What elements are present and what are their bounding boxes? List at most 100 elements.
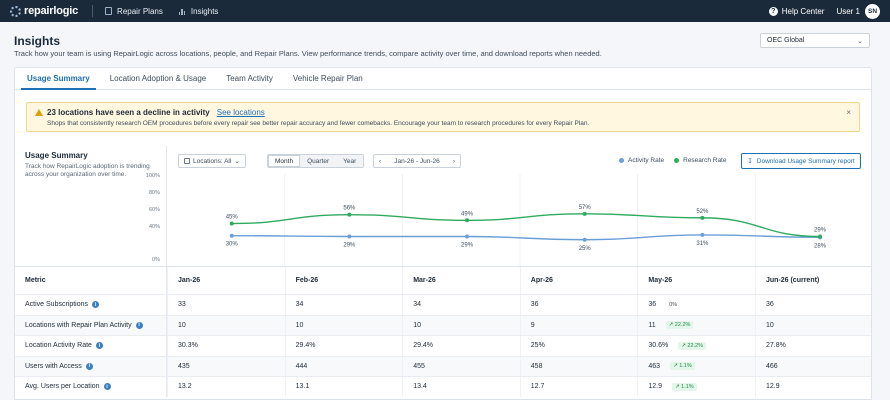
series-line-activity-rate xyxy=(231,234,821,241)
info-icon[interactable]: i xyxy=(92,301,100,309)
table-cell: 12.9 xyxy=(754,377,871,397)
metric-label: Locations with Repair Plan Activity xyxy=(25,321,132,329)
metric-cell: Active Subscriptions i xyxy=(15,295,167,315)
period-year-button[interactable]: Year xyxy=(336,155,364,167)
summary-description: Track how RepairLogic adoption is trendi… xyxy=(25,163,150,179)
table-cell: 12.7 xyxy=(519,377,638,397)
cell-value: 466 xyxy=(765,362,778,370)
data-label: 29% xyxy=(461,243,474,249)
legend-label: Activity Rate xyxy=(628,157,665,164)
period-quarter-button[interactable]: Quarter xyxy=(300,155,337,167)
cell-value: 458 xyxy=(530,362,543,370)
data-point[interactable] xyxy=(229,233,234,238)
download-report-button[interactable]: ↧ Download Usage Summary report xyxy=(741,153,861,169)
cell-value: 12.9 xyxy=(765,383,780,391)
data-point[interactable] xyxy=(229,221,234,226)
metric-label: Active Subscriptions xyxy=(25,301,89,309)
period-month-button[interactable]: Month xyxy=(268,155,301,167)
table-cell: 29.4% xyxy=(284,336,403,356)
data-point[interactable] xyxy=(347,234,352,239)
cell-value: 11 xyxy=(648,321,656,329)
data-point[interactable] xyxy=(465,234,470,239)
data-point[interactable] xyxy=(700,215,705,220)
y-tick-label: 40% xyxy=(148,224,160,230)
column-header: Jan-26 xyxy=(167,267,285,294)
user-menu[interactable]: User 1 SN xyxy=(836,3,880,19)
repairlogic-logo[interactable]: repairlogic xyxy=(10,5,78,17)
help-center-link[interactable]: ? Help Center xyxy=(768,6,824,16)
table-row: Users with Access i 435 444 455 458 463 ↗ 1.1% 4… xyxy=(15,355,871,376)
legend-research-rate: Research Rate xyxy=(674,157,726,164)
cell-value: 435 xyxy=(178,362,190,370)
data-point[interactable] xyxy=(582,211,587,216)
cell-value: 10 xyxy=(413,321,421,329)
tab-location-adoption[interactable]: Location Adoption & Usage xyxy=(109,74,207,83)
insights-card: Usage Summary Location Adoption & Usage … xyxy=(14,67,872,400)
trend-badge: ↗ 1.1% xyxy=(670,362,695,371)
avatar: SN xyxy=(865,3,880,19)
chevron-right-icon[interactable]: › xyxy=(452,157,455,165)
chevron-down-icon: ⌄ xyxy=(857,37,863,45)
cell-value: 29.4% xyxy=(413,342,434,350)
table-cell: 10 xyxy=(402,315,520,335)
organization-select[interactable]: OEC Global ⌄ xyxy=(760,33,870,48)
column-header: Feb-26 xyxy=(284,267,403,294)
tab-team-activity[interactable]: Team Activity xyxy=(226,74,273,83)
table-cell: 10 xyxy=(284,315,403,335)
cell-value: 34 xyxy=(413,301,421,309)
see-locations-link[interactable]: See locations xyxy=(216,108,265,117)
table-header-row: Metric Jan-26 Feb-26 Mar-26 Apr-26 May-26 Jun-… xyxy=(15,266,871,294)
data-point[interactable] xyxy=(700,232,705,237)
series-line-research-rate xyxy=(231,213,821,238)
info-icon[interactable]: i xyxy=(95,342,103,350)
filter-icon xyxy=(184,158,190,164)
data-point[interactable] xyxy=(347,212,352,217)
close-icon[interactable]: × xyxy=(846,108,851,117)
y-tick-label: 80% xyxy=(148,190,160,196)
data-point[interactable] xyxy=(818,234,823,239)
info-icon[interactable]: i xyxy=(103,383,111,391)
data-label: 29% xyxy=(814,228,827,234)
trend-badge: ↗ 22.2% xyxy=(678,341,706,350)
metric-cell: Avg. Users per Location i xyxy=(15,377,167,397)
question-icon: ? xyxy=(768,6,778,16)
info-icon[interactable]: i xyxy=(85,362,93,370)
tab-vehicle-repair-plan[interactable]: Vehicle Repair Plan xyxy=(292,74,363,83)
legend-label: Research Rate xyxy=(683,157,727,164)
info-icon[interactable]: i xyxy=(135,321,143,329)
column-header: May-26 xyxy=(637,267,755,294)
table-cell: 455 xyxy=(402,356,520,376)
nav-item-insights[interactable]: Insights xyxy=(178,6,219,16)
trend-badge: ↗ 22.2% xyxy=(665,321,694,330)
data-label: 56% xyxy=(343,206,356,212)
data-point[interactable] xyxy=(582,237,587,242)
data-label: 57% xyxy=(579,205,592,211)
location-filter[interactable]: Locations: All ⌄ xyxy=(178,154,246,168)
period-toggle: Month Quarter Year xyxy=(267,154,365,168)
cell-value: 10 xyxy=(295,321,304,329)
tab-usage-summary[interactable]: Usage Summary xyxy=(17,68,100,90)
cell-value: 34 xyxy=(295,301,304,309)
data-label: 30% xyxy=(226,242,239,248)
table-cell: 34 xyxy=(402,295,520,315)
trend-value: 1.1% xyxy=(681,383,694,390)
table-cell: 13.1 xyxy=(284,377,403,397)
summary-title: Usage Summary xyxy=(25,151,88,160)
nav-item-label: Insights xyxy=(190,6,219,16)
chevron-left-icon[interactable]: ‹ xyxy=(379,157,382,165)
table-cell: 444 xyxy=(284,356,403,376)
nav-item-repair-plans[interactable]: Repair Plans xyxy=(105,7,163,16)
cell-value: 463 xyxy=(648,362,661,370)
data-label: 52% xyxy=(696,209,709,215)
nav-divider xyxy=(92,5,94,17)
table-cell: 466 xyxy=(754,356,871,376)
trend-badge: 0% xyxy=(666,301,680,309)
cell-value: 36 xyxy=(648,301,657,309)
alert-title: 23 locations have seen a decline in acti… xyxy=(47,108,210,117)
data-point[interactable] xyxy=(465,218,470,223)
bar-chart-icon xyxy=(178,7,186,15)
table-cell: 10 xyxy=(167,315,285,335)
alert-body: Shops that consistently research OEM pro… xyxy=(47,120,590,127)
column-header-metric: Metric xyxy=(15,267,167,294)
cell-value: 12.7 xyxy=(530,383,545,391)
